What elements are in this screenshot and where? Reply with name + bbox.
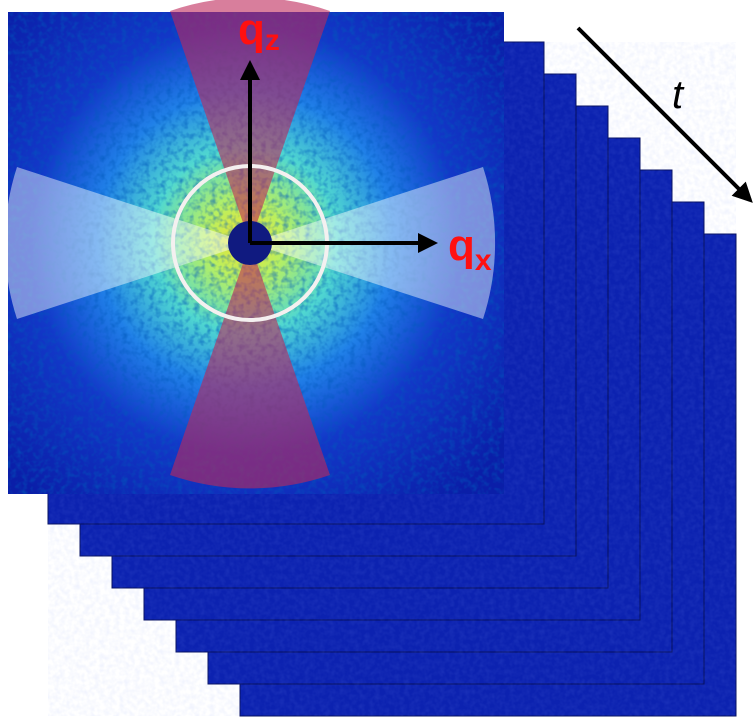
time-label: t <box>672 73 685 117</box>
qz-sub: z <box>265 24 280 57</box>
page: qz qx t (() => { const data = JSON.parse… <box>0 0 754 720</box>
qx-sub: x <box>475 244 492 277</box>
figure: qz qx t <box>0 0 754 720</box>
qz-main: q <box>238 5 265 54</box>
qx-main: q <box>448 221 475 270</box>
